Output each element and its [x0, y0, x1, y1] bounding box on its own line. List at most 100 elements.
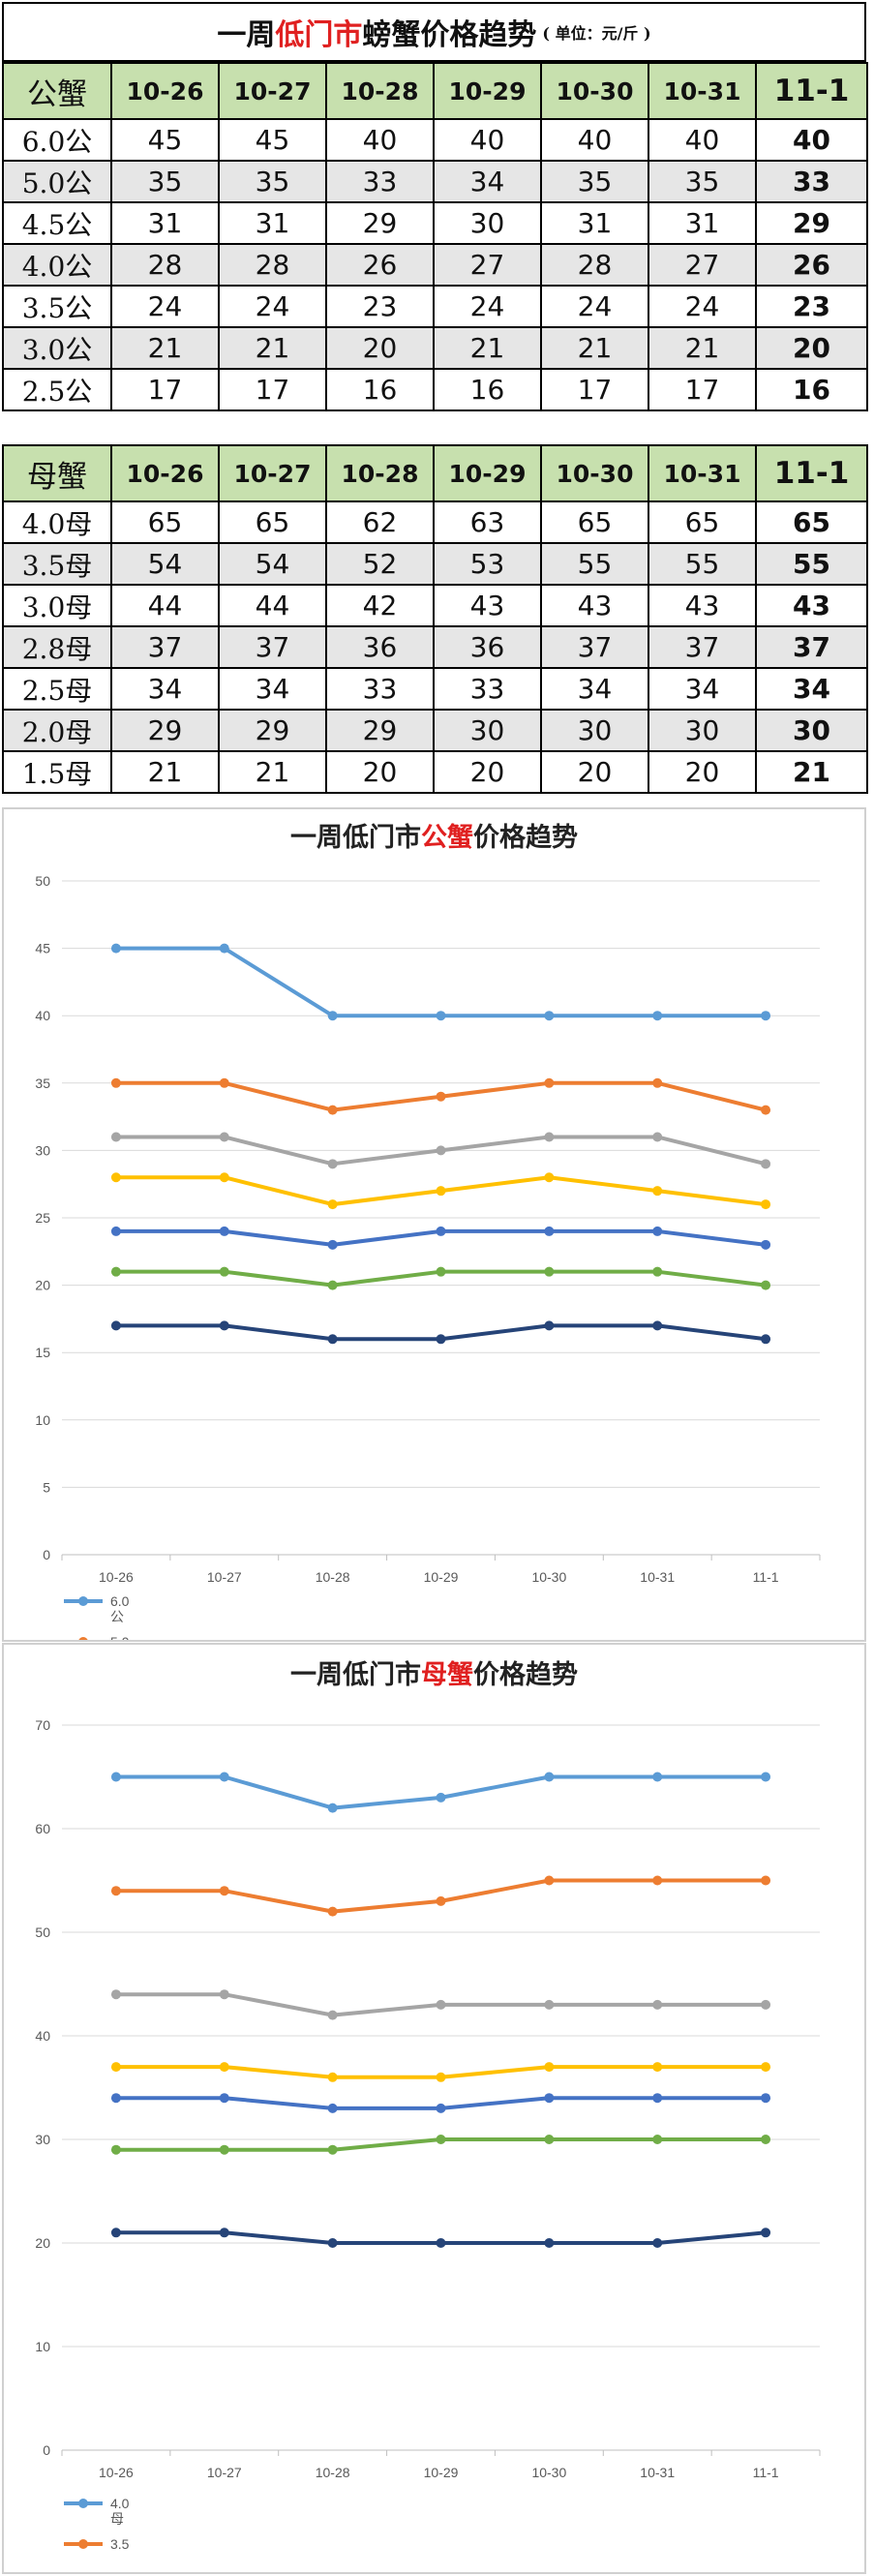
data-point: [219, 2062, 229, 2073]
data-point: [110, 1989, 121, 2000]
price-cell: 37: [540, 625, 649, 669]
data-point: [652, 1077, 663, 1088]
female-crab-chart-svg: 一周低门市母蟹价格趋势 0 10 20 30 40 50 60 70 10-26 10-27 10-2…: [35, 1659, 821, 2552]
data-point: [761, 1105, 771, 1115]
price-cell: 29: [110, 709, 220, 752]
data-point: [652, 1186, 663, 1197]
data-point: [436, 1334, 446, 1345]
price-cell: 21: [110, 750, 220, 794]
date-header: 10-28: [325, 62, 435, 120]
y-tick-label: 10: [35, 2339, 50, 2354]
price-cell: 34: [433, 160, 542, 203]
price-cell: 43: [540, 584, 649, 627]
size-label: 6.0公: [2, 118, 112, 162]
male-crab-price-table: 公蟹 10-26 10-27 10-28 10-29 10-30 10-31 11-1 6.0公…: [2, 62, 868, 411]
size-label: 4.0母: [2, 500, 112, 544]
x-tick-label: 10-26: [99, 1569, 134, 1585]
data-point: [544, 1875, 555, 1886]
price-cell: 20: [755, 326, 868, 370]
x-tick-label: 10-31: [640, 1569, 675, 1585]
price-cell: 24: [433, 285, 542, 328]
title-highlight: 低门市: [275, 18, 363, 52]
price-cell: 30: [755, 709, 868, 752]
chart-title: 一周低门市公蟹价格趋势: [290, 822, 578, 853]
data-point: [761, 1999, 771, 2010]
price-cell: 33: [755, 160, 868, 203]
data-point: [544, 2238, 555, 2248]
y-tick-label: 20: [35, 2235, 50, 2251]
data-point: [110, 1266, 121, 1277]
data-point: [110, 2062, 121, 2073]
table-row: 5.0公 35 35 33 34 35 35 33: [2, 160, 868, 203]
price-cell: 35: [540, 160, 649, 203]
data-point: [219, 1132, 229, 1142]
data-point: [327, 1105, 338, 1115]
legend-swatch-marker: [78, 1637, 88, 1640]
price-cell: 63: [433, 500, 542, 544]
data-point: [327, 1011, 338, 1021]
x-tick-label: 10-30: [531, 2465, 566, 2480]
data-point: [436, 1186, 446, 1197]
price-cell: 26: [755, 243, 868, 287]
table-header-row: 公蟹 10-26 10-27 10-28 10-29 10-30 10-31 11-1: [2, 62, 868, 120]
data-point: [436, 2072, 446, 2082]
price-cell: 33: [433, 667, 542, 711]
data-point: [219, 2144, 229, 2155]
data-point: [110, 1077, 121, 1088]
price-cell: 31: [540, 201, 649, 245]
legend-label: 6.0: [110, 1593, 130, 1609]
price-cell: 36: [433, 625, 542, 669]
data-point: [219, 1989, 229, 2000]
data-point: [327, 2144, 338, 2155]
size-label: 2.5公: [2, 368, 112, 411]
data-point: [761, 2062, 771, 2073]
price-cell: 37: [218, 625, 327, 669]
data-point: [544, 1226, 555, 1236]
y-tick-label: 25: [35, 1210, 50, 1226]
page-title-bar: 一周低门市螃蟹价格趋势 ( 单位：元/斤 ): [2, 2, 866, 62]
table-row: 3.5母 54 54 52 53 55 55 55: [2, 542, 868, 586]
price-cell: 30: [648, 709, 757, 752]
series-group: [110, 1875, 771, 1917]
data-point: [110, 2227, 121, 2238]
data-point: [219, 1266, 229, 1277]
table-row: 4.0公 28 28 26 27 28 27 26: [2, 243, 868, 287]
y-tick-label: 40: [35, 1008, 50, 1023]
data-point: [761, 2227, 771, 2238]
price-cell: 65: [648, 500, 757, 544]
price-cell: 21: [110, 326, 220, 370]
price-cell: 16: [755, 368, 868, 411]
price-cell: 45: [110, 118, 220, 162]
x-tick-label: 10-29: [424, 2465, 459, 2480]
data-point: [436, 1091, 446, 1102]
data-point: [219, 2227, 229, 2238]
title-suffix: 螃蟹价格趋势: [362, 18, 537, 52]
legend-label: 3.5: [110, 2536, 130, 2552]
y-tick-label: 10: [35, 1412, 50, 1428]
y-tick-label: 30: [35, 2132, 50, 2147]
price-cell: 35: [110, 160, 220, 203]
data-point: [110, 2093, 121, 2104]
size-label: 3.5公: [2, 285, 112, 328]
data-point: [110, 1320, 121, 1331]
data-point: [544, 1011, 555, 1021]
price-cell: 30: [433, 709, 542, 752]
data-point: [761, 2093, 771, 2104]
chart-title-prefix: 一周低门市: [290, 1659, 421, 1690]
series-group: [110, 1132, 771, 1169]
price-cell: 35: [648, 160, 757, 203]
price-cell: 29: [755, 201, 868, 245]
table-row: 4.0母 65 65 62 63 65 65 65: [2, 500, 868, 544]
data-point: [110, 1886, 121, 1896]
price-cell: 52: [325, 542, 435, 586]
date-header: 10-29: [433, 62, 542, 120]
data-point: [436, 2103, 446, 2113]
price-cell: 21: [218, 750, 327, 794]
series-group: [110, 2093, 771, 2113]
series-group: [110, 1077, 771, 1115]
data-point: [761, 1239, 771, 1250]
table-row: 2.5母 34 34 33 33 34 34 34: [2, 667, 868, 711]
price-cell: 21: [218, 326, 327, 370]
series-group: [110, 1772, 771, 1813]
legend-label: 母: [110, 2511, 124, 2527]
